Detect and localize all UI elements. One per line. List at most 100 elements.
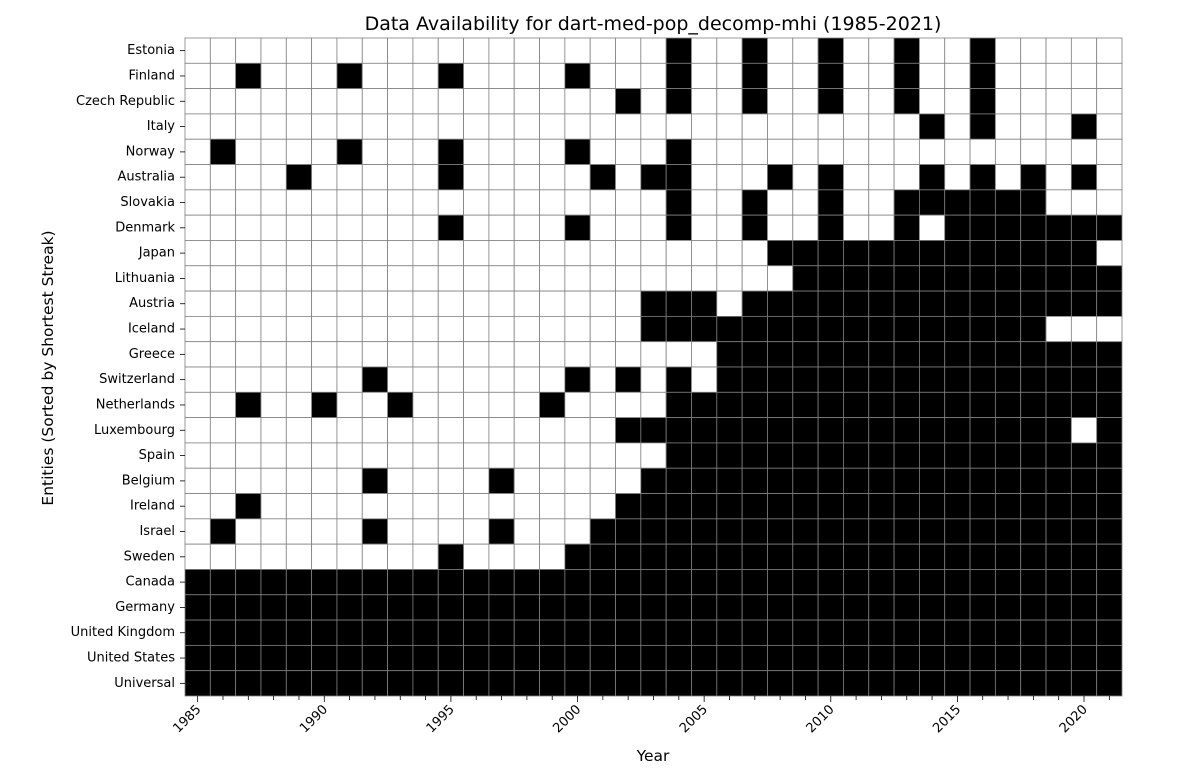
heatmap-cell	[767, 442, 794, 469]
x-tick-label: 2000	[550, 702, 584, 736]
heatmap-cell	[1045, 543, 1072, 570]
heatmap-cell	[513, 442, 540, 469]
heatmap-cell	[1045, 417, 1072, 444]
heatmap-cell	[488, 493, 515, 520]
heatmap-cell	[412, 189, 439, 216]
heatmap-cell	[336, 240, 363, 267]
heatmap-cell	[387, 543, 414, 570]
heatmap-cell	[868, 391, 895, 419]
heatmap-cell	[615, 62, 642, 90]
heatmap-cell	[615, 265, 642, 292]
heatmap-cell	[843, 138, 870, 165]
heatmap-cell	[412, 113, 439, 140]
heatmap-cell	[589, 594, 616, 621]
heatmap-cell	[741, 341, 768, 368]
heatmap-cell	[1096, 214, 1123, 241]
heatmap-cell	[716, 644, 743, 672]
heatmap-cell	[539, 543, 566, 570]
heatmap-cell	[412, 164, 439, 191]
heatmap-cell	[336, 594, 363, 621]
heatmap-cell	[564, 62, 591, 90]
heatmap-cell	[767, 113, 794, 140]
heatmap-cell	[437, 37, 464, 64]
heatmap-cell	[311, 265, 338, 292]
x-ticks: 1985 1990 1995 2000 2005 2010 2015 2020	[170, 696, 1110, 736]
heatmap-cell	[311, 37, 338, 64]
heatmap-cell	[285, 88, 313, 115]
heatmap-cell	[463, 138, 490, 165]
heatmap-cell	[741, 189, 768, 216]
heatmap-cell	[1020, 569, 1047, 596]
heatmap-cell	[893, 315, 920, 343]
heatmap-cell	[285, 518, 313, 545]
heatmap-cell	[969, 619, 996, 646]
heatmap-cell	[868, 543, 895, 570]
heatmap-cell	[361, 493, 388, 520]
heatmap-cell	[843, 619, 870, 646]
heatmap-cell	[741, 138, 768, 165]
heatmap-cell	[1045, 619, 1072, 646]
heatmap-cell	[919, 619, 946, 646]
heatmap-cell	[615, 315, 642, 343]
heatmap-cell	[919, 442, 946, 469]
heatmap-cell	[589, 113, 616, 140]
heatmap-cell	[1020, 62, 1047, 90]
heatmap-cell	[387, 265, 414, 292]
heatmap-cell	[336, 37, 363, 64]
heatmap-cell	[640, 37, 667, 64]
heatmap-cell	[1020, 214, 1047, 241]
entity-label: Spain	[139, 448, 175, 463]
heatmap-cell	[412, 366, 439, 393]
heatmap-cell	[716, 113, 743, 140]
heatmap-cell	[1096, 569, 1123, 596]
heatmap-cell	[412, 240, 439, 267]
heatmap-cell	[513, 518, 540, 545]
heatmap-cell	[235, 493, 262, 520]
heatmap-cell	[387, 442, 414, 469]
heatmap-cell	[1096, 189, 1123, 216]
heatmap-cell	[184, 569, 211, 596]
heatmap-cell	[893, 442, 920, 469]
heatmap-cell	[792, 189, 819, 216]
heatmap-cell	[387, 315, 414, 343]
heatmap-cell	[919, 315, 946, 343]
heatmap-cell	[235, 240, 262, 267]
heatmap-cell	[184, 670, 211, 697]
heatmap-cell	[539, 290, 566, 317]
heatmap-cell	[412, 569, 439, 596]
heatmap-cell	[184, 240, 211, 267]
heatmap-cell	[361, 594, 388, 621]
heatmap-cell	[893, 164, 920, 191]
heatmap-cell	[817, 189, 844, 216]
heatmap-cell	[817, 670, 844, 697]
heatmap-cell	[412, 467, 439, 494]
heatmap-cell	[716, 138, 743, 165]
heatmap-cell	[387, 417, 414, 444]
heatmap-cell	[944, 265, 971, 292]
heatmap-cell	[1045, 467, 1072, 494]
heatmap-cell	[665, 214, 692, 241]
heatmap-cell	[184, 88, 211, 115]
heatmap-cell	[868, 341, 895, 368]
heatmap-cell	[463, 290, 490, 317]
heatmap-cell	[1045, 214, 1072, 241]
heatmap-cell	[640, 214, 667, 241]
heatmap-cell	[539, 265, 566, 292]
heatmap-cell	[843, 240, 870, 267]
heatmap-cell	[437, 290, 464, 317]
heatmap-cell	[209, 62, 237, 90]
heatmap-cell	[488, 138, 515, 165]
heatmap-cell	[589, 341, 616, 368]
heatmap-cell	[1020, 493, 1047, 520]
heatmap-cell	[513, 417, 540, 444]
heatmap-cell	[1070, 467, 1098, 494]
heatmap-cell	[919, 366, 946, 393]
heatmap-cell	[665, 315, 692, 343]
heatmap-cell	[311, 62, 338, 90]
heatmap-cell	[615, 619, 642, 646]
heatmap-cell	[539, 37, 566, 64]
heatmap-cell	[767, 366, 794, 393]
heatmap-cell	[387, 391, 414, 419]
heatmap-cell	[387, 113, 414, 140]
heatmap-cell	[361, 619, 388, 646]
